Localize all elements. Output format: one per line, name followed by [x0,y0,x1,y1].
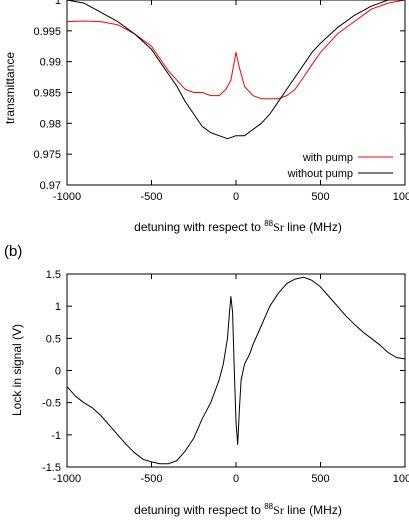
y-tick-label-bottom-5: 1 [55,301,61,313]
y-axis-title-bottom: Lock in signal (V) [10,324,24,416]
y-tick-label-bottom-3: 0 [55,366,61,378]
x-tick-label-bottom-1: -500 [140,473,162,485]
plot-frame-top [66,0,406,186]
y-tick-label-bottom-2: -0.5 [42,398,61,410]
x-tick-label-top-0: -1000 [53,191,81,203]
x-tick-label-bottom-2: 0 [233,473,239,485]
y-tick-label-top-6: 1 [55,0,61,7]
y-tick-label-bottom-4: 0.5 [46,333,61,345]
x-axis-title-sup-bottom: 88 [264,502,273,511]
x-tick-label-bottom-4: 1000 [393,473,409,485]
y-tick-label-top-0: 0.97 [40,180,61,192]
y-tick-label-top-5: 0.995 [33,26,61,38]
series-top [66,0,406,140]
series-line-top-0 [66,0,406,100]
x-axis-title-prefix-top: detuning with respect to [134,220,264,234]
x-axis-title-elem-top: Sr [273,220,284,234]
y-tick-label-top-3: 0.985 [33,88,61,100]
chart-bottom: (b) -1000-50005001000-1.5-1-0.500.511.5 … [4,243,409,517]
y-tick-label-bottom-1: -1 [51,430,61,442]
x-tick-label-top-3: 500 [311,191,329,203]
x-tick-label-bottom-0: -1000 [53,473,81,485]
x-axis-title-bottom: detuning with respect to 88Sr line (MHz) [134,502,342,517]
y-tick-label-top-4: 0.99 [40,57,61,69]
y-tick-label-bottom-6: 1.5 [46,269,61,281]
x-axis-title-elem-bottom: Sr [273,503,284,517]
x-tick-label-top-4: 1000 [393,191,409,203]
x-tick-label-top-1: -500 [140,191,162,203]
series-line-top-1 [66,0,405,140]
legend: with pump without pump [287,152,393,180]
series-bottom [66,276,406,465]
x-axis-title-suffix-bottom: line (MHz) [284,503,342,517]
axis-ticks-top: -1000 -500 0 500 1000 0.97 0.975 0.98 0.985 0.99 0… [33,0,409,203]
legend-label-with-pump: with pump [302,152,353,164]
panel-label-b: (b) [4,243,22,260]
y-axis-title-top: transmittance [3,52,17,124]
legend-label-without-pump: without pump [287,168,353,180]
x-axis-title-prefix-bottom: detuning with respect to [134,503,264,517]
x-axis-title-sup-top: 88 [264,219,273,228]
x-axis-title-top: detuning with respect to 88Sr line (MHz) [134,219,342,234]
x-tick-label-bottom-3: 500 [311,473,329,485]
axis-ticks-bottom: -1000 -500 0 500 1000 -1.5 -1 -0.5 0 0.5 1 1.5 [42,269,409,485]
plot-frame-bottom [66,273,406,468]
y-tick-label-top-1: 0.975 [33,149,61,161]
x-axis-title-suffix-top: line (MHz) [284,220,342,234]
series-line-bottom-0 [66,276,406,465]
y-tick-label-top-2: 0.98 [40,118,61,130]
x-tick-label-top-2: 0 [233,191,239,203]
y-tick-label-bottom-0: -1.5 [42,462,61,474]
chart-top: -1000 -500 0 500 1000 0.97 0.975 0.98 0.985 0.99 0… [3,0,409,234]
